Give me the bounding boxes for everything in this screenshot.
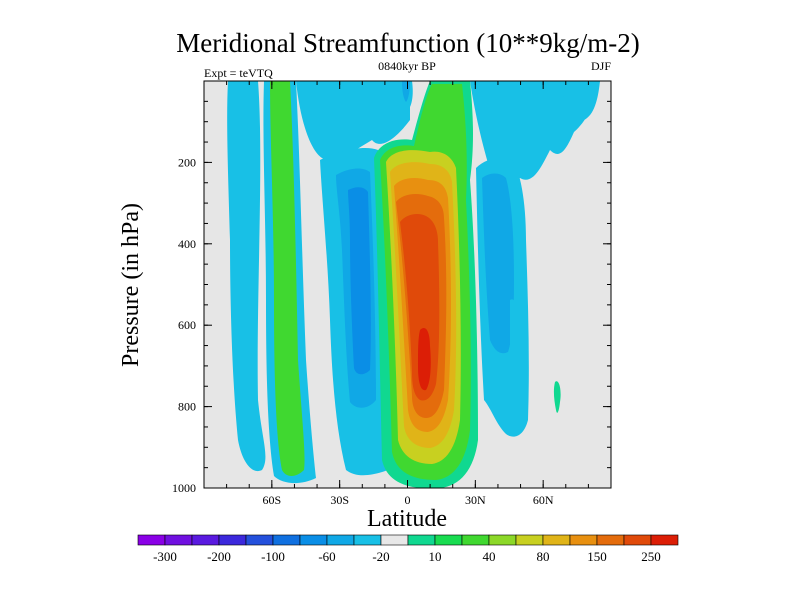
nh-upper-band (470, 81, 600, 183)
colorbar-label: -200 (207, 549, 231, 564)
colorbar-swatch (326, 534, 355, 546)
colorbar-label: 10 (429, 549, 442, 564)
y-tick-label: 400 (178, 237, 196, 251)
x-tick-label: 30S (330, 493, 349, 507)
colorbar-label: -60 (318, 549, 335, 564)
x-tick-label: 0 (405, 493, 411, 507)
colorbar-swatch (137, 534, 166, 546)
nh-ferrel-cell (482, 173, 514, 354)
y-axis-label: Pressure (in hPa) (118, 203, 144, 367)
y-tick-label: 1000 (172, 481, 196, 495)
colorbar-swatch (488, 534, 517, 546)
colorbar-swatch (191, 534, 220, 546)
colorbar-swatch (272, 534, 301, 546)
colorbar-label: 250 (641, 549, 661, 564)
colorbar-swatch (218, 534, 247, 546)
colorbar-swatch (164, 534, 193, 546)
colorbar-swatch (245, 534, 274, 546)
colorbar-swatch (596, 534, 625, 546)
nh-upper-band-right (556, 81, 600, 120)
colorbar-swatch (407, 534, 436, 546)
colorbar-swatch (380, 534, 409, 546)
y-tick-label: 600 (178, 318, 196, 332)
x-tick-label: 30N (465, 493, 486, 507)
colorbar-swatch (299, 534, 328, 546)
colorbar-swatch (650, 534, 679, 546)
colorbar-swatch (569, 534, 598, 546)
colorbar-label: 80 (537, 549, 550, 564)
colorbar-swatch (542, 534, 571, 546)
colorbar-swatch (434, 534, 463, 546)
colorbar-swatch (461, 534, 490, 546)
sh-upper-band (296, 81, 410, 160)
axis-ticks (204, 81, 611, 489)
colorbar (137, 534, 679, 546)
colorbar-swatch (353, 534, 382, 546)
colorbar-label: -100 (261, 549, 285, 564)
chart-title: Meridional Streamfunction (10**9kg/m-2) (176, 28, 639, 58)
colorbar-swatch (623, 534, 652, 546)
sh-hadley-return-core (348, 187, 371, 375)
axis-tick-labels: 60S 30S 0 30N 60N 200 400 600 800 1000 (172, 155, 554, 507)
colorbar-swatch (515, 534, 544, 546)
sh-ferrel-cell (270, 81, 305, 476)
colorbar-labels: -300 -200 -100 -60 -20 10 40 80 150 250 (153, 549, 661, 564)
y-tick-label: 200 (178, 155, 196, 169)
x-axis-label: Latitude (367, 506, 447, 532)
season-label: DJF (591, 59, 611, 73)
x-tick-label: 60S (262, 493, 281, 507)
y-tick-label: 800 (178, 400, 196, 414)
x-tick-label: 60N (533, 493, 554, 507)
experiment-label: Expt = teVTQ (204, 66, 273, 80)
time-label: 0840kyr BP (378, 59, 436, 73)
nh-highlat-blob (553, 381, 561, 413)
colorbar-label: -300 (153, 549, 177, 564)
colorbar-label: 150 (587, 549, 607, 564)
hadley-level-8 (418, 327, 431, 391)
colorbar-label: -20 (372, 549, 389, 564)
contour-field (227, 81, 600, 488)
nh-ferrel-cell-lower (510, 299, 521, 420)
colorbar-label: 40 (483, 549, 496, 564)
sh-polar-cell (227, 81, 266, 472)
